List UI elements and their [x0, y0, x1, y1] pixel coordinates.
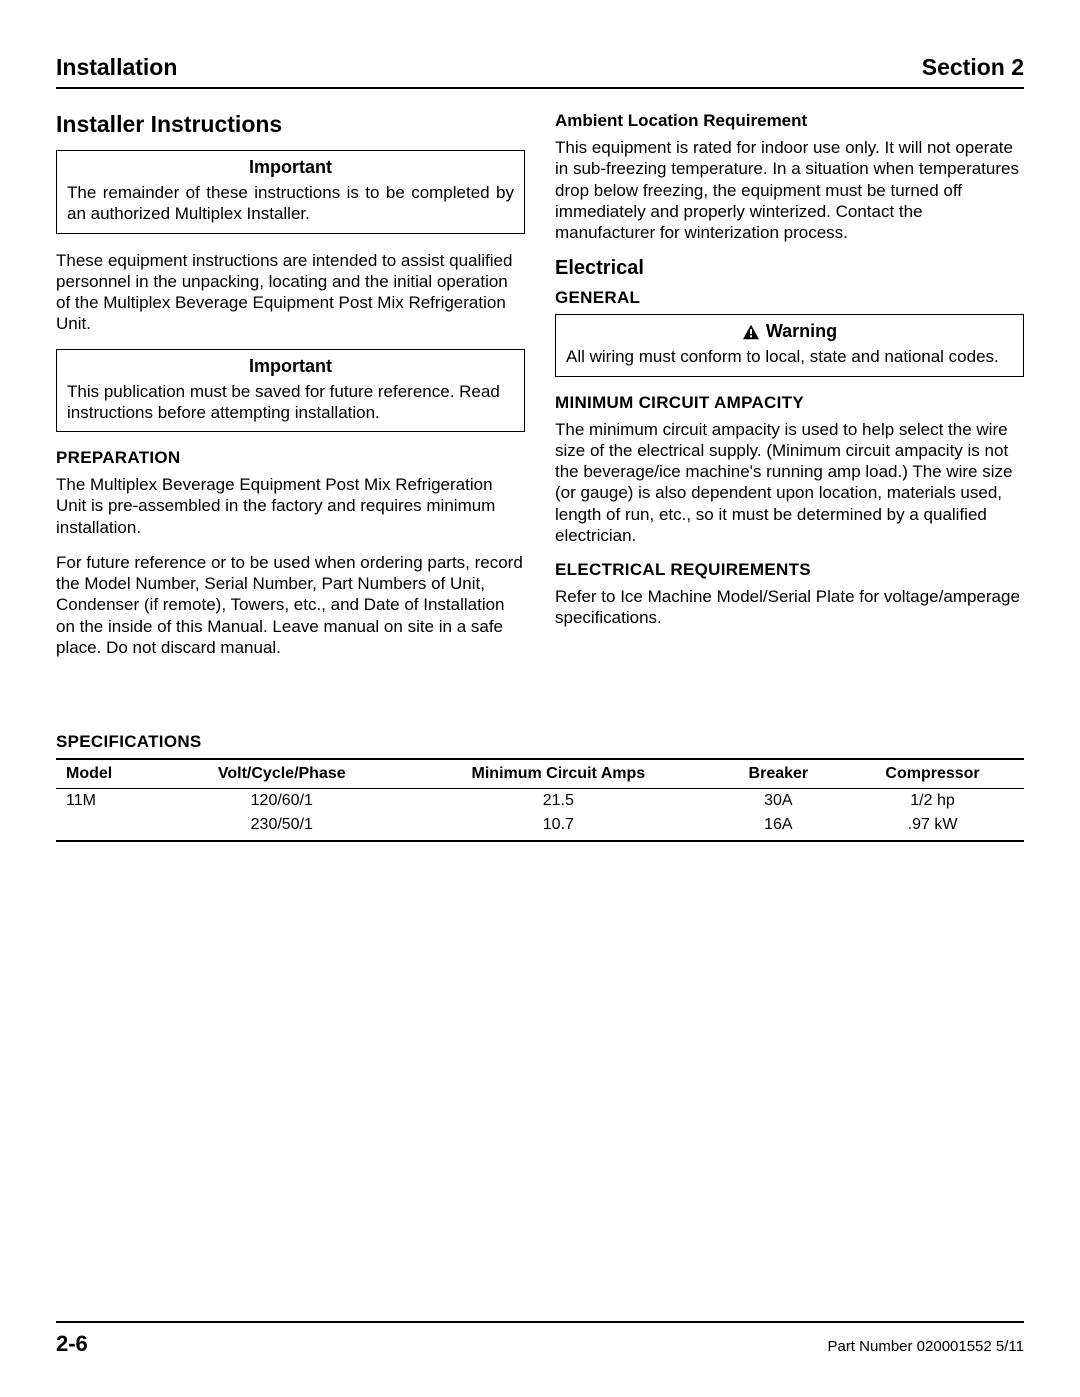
important-body-2: This publication must be saved for futur… — [67, 381, 514, 424]
cell: 11M — [56, 789, 163, 814]
important-body-1: The remainder of these instructions is t… — [67, 182, 514, 225]
left-column: Installer Instructions Important The rem… — [56, 111, 525, 672]
specifications-heading: SPECIFICATIONS — [56, 732, 1024, 752]
important-box-2: Important This publication must be saved… — [56, 349, 525, 433]
general-heading: GENERAL — [555, 288, 1024, 308]
cell: .97 kW — [841, 813, 1024, 841]
page-header: Installation Section 2 — [56, 54, 1024, 89]
installer-instructions-title: Installer Instructions — [56, 111, 525, 138]
cell — [56, 813, 163, 841]
cell: 230/50/1 — [163, 813, 402, 841]
ambient-heading: Ambient Location Requirement — [555, 111, 1024, 131]
mca-body: The minimum circuit ampacity is used to … — [555, 419, 1024, 547]
page-footer: 2-6 Part Number 020001552 5/11 — [56, 1321, 1024, 1357]
preparation-heading: PREPARATION — [56, 448, 525, 468]
table-header-row: Model Volt/Cycle/Phase Minimum Circuit A… — [56, 759, 1024, 789]
important-title-2: Important — [67, 356, 514, 377]
specifications-section: SPECIFICATIONS Model Volt/Cycle/Phase Mi… — [56, 732, 1024, 842]
col-vcp: Volt/Cycle/Phase — [163, 759, 402, 789]
right-column: Ambient Location Requirement This equipm… — [555, 111, 1024, 672]
important-box-1: Important The remainder of these instruc… — [56, 150, 525, 234]
header-left: Installation — [56, 54, 177, 81]
important-title-1: Important — [67, 157, 514, 178]
table-row: 230/50/1 10.7 16A .97 kW — [56, 813, 1024, 841]
electrical-title: Electrical — [555, 257, 1024, 280]
cell: 120/60/1 — [163, 789, 402, 814]
col-compressor: Compressor — [841, 759, 1024, 789]
ambient-body: This equipment is rated for indoor use o… — [555, 137, 1024, 243]
mca-heading: MINIMUM CIRCUIT AMPACITY — [555, 393, 1024, 413]
warning-title: Warning — [766, 321, 837, 342]
col-mca: Minimum Circuit Amps — [401, 759, 716, 789]
warning-icon — [742, 324, 760, 340]
warning-title-row: Warning — [566, 321, 1013, 342]
warning-body: All wiring must conform to local, state … — [566, 346, 1013, 367]
cell: 10.7 — [401, 813, 716, 841]
col-model: Model — [56, 759, 163, 789]
content-columns: Installer Instructions Important The rem… — [56, 111, 1024, 672]
specifications-table: Model Volt/Cycle/Phase Minimum Circuit A… — [56, 758, 1024, 842]
ereq-heading: ELECTRICAL REQUIREMENTS — [555, 560, 1024, 580]
cell: 21.5 — [401, 789, 716, 814]
preparation-p1: The Multiplex Beverage Equipment Post Mi… — [56, 474, 525, 538]
cell: 30A — [716, 789, 841, 814]
ereq-body: Refer to Ice Machine Model/Serial Plate … — [555, 586, 1024, 629]
preparation-p2: For future reference or to be used when … — [56, 552, 525, 658]
intro-text: These equipment instructions are intende… — [56, 250, 525, 335]
cell: 16A — [716, 813, 841, 841]
table-row: 11M 120/60/1 21.5 30A 1/2 hp — [56, 789, 1024, 814]
header-right: Section 2 — [922, 54, 1024, 81]
part-number: Part Number 020001552 5/11 — [827, 1338, 1024, 1355]
cell: 1/2 hp — [841, 789, 1024, 814]
page-number: 2-6 — [56, 1331, 88, 1357]
col-breaker: Breaker — [716, 759, 841, 789]
warning-box: Warning All wiring must conform to local… — [555, 314, 1024, 376]
